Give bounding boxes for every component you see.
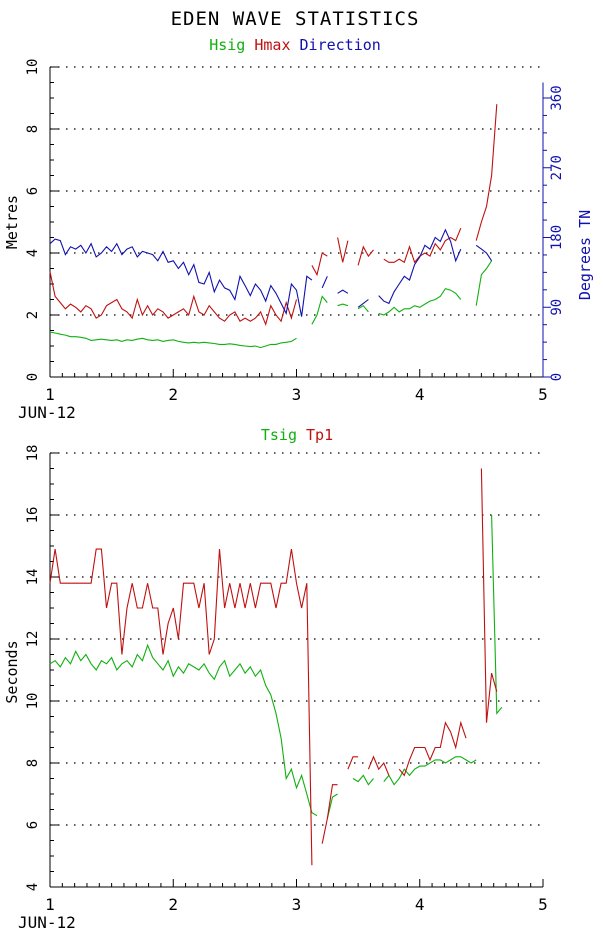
x-tick-label: 2 [168,385,178,404]
y-tick-label: 2 [25,311,41,319]
x-tick-label: 2 [168,895,178,914]
x-tick-label: 4 [415,385,425,404]
x-tick-label: 1 [45,385,55,404]
series-line-hsig [337,303,349,307]
series-line-hmax [311,252,328,277]
series-line-tp1 [367,755,390,776]
legend-tsig: Tsig [261,426,306,444]
series-line-tp1 [480,468,498,723]
series-line-tsig [326,793,338,819]
legend-top: Hsig Hmax Direction [209,36,381,54]
series-line-tsig [352,774,374,786]
top-ylabel: Metres [3,195,21,249]
series-line-hmax [383,227,462,264]
series-line-hmax [337,237,349,263]
bottom-ylabel: Seconds [3,640,21,703]
legend-bottom: Tsig Tp1 [261,426,333,444]
y-tick-label: 6 [25,821,41,829]
series-line-direction [321,276,328,289]
y-tick-label: 18 [25,445,41,462]
x-tick-label: 5 [538,895,548,914]
legend-hmax: Hmax [254,36,299,54]
y-tick-label: 8 [25,125,41,133]
series-line-direction [475,244,493,262]
legend-direction: Direction [300,36,381,54]
series-line-hsig [311,295,328,325]
series-line-hmax [357,245,374,266]
y-tick-label: 4 [25,249,41,257]
series-line-direction [357,299,369,308]
y-tick-label: 4 [25,883,41,891]
x-tick-label: 1 [45,895,55,914]
y-tick-label: 12 [25,631,41,648]
series-line-tp1 [49,548,313,866]
series-line-tp1 [398,720,467,777]
series-line-tp1 [347,756,359,770]
series-line-tsig [491,514,503,715]
y-tick-label: 10 [25,693,41,710]
series-line-hsig [378,287,462,316]
top-y2label: Degrees TN [576,210,594,300]
series-line-hsig [357,304,369,313]
y-tick-label: 8 [25,759,41,767]
y-tick-label: 0 [25,373,41,381]
y-tick-label: 14 [25,569,41,586]
series-line-hsig [475,260,493,306]
chart-title: EDEN WAVE STATISTICS [171,8,420,30]
bottom-xlabel: JUN-12 [18,913,76,932]
top-xlabel: JUN-12 [18,403,76,422]
y-tick-label: 16 [25,507,41,524]
series-line-direction [337,289,349,294]
y2-tick-label: 360 [549,85,565,110]
series-line-hmax [49,271,298,326]
y-tick-label: 10 [25,59,41,76]
series-line-hmax [475,104,498,241]
x-tick-label: 4 [415,895,425,914]
y2-tick-label: 270 [549,155,565,180]
series-line-tsig [49,643,318,817]
series-line-direction [49,238,313,317]
y2-tick-label: 180 [549,225,565,250]
x-tick-label: 5 [538,385,548,404]
y-tick-label: 6 [25,187,41,195]
series-line-tsig [383,756,477,786]
series-line-direction [378,228,462,305]
y2-tick-label: 90 [549,299,565,316]
series-line-tp1 [321,784,338,844]
y2-tick-label: 0 [549,373,565,381]
x-tick-label: 3 [292,895,302,914]
series-line-hsig [49,331,297,349]
legend-tp1: Tp1 [306,426,333,444]
x-tick-label: 3 [292,385,302,404]
legend-hsig: Hsig [209,36,254,54]
